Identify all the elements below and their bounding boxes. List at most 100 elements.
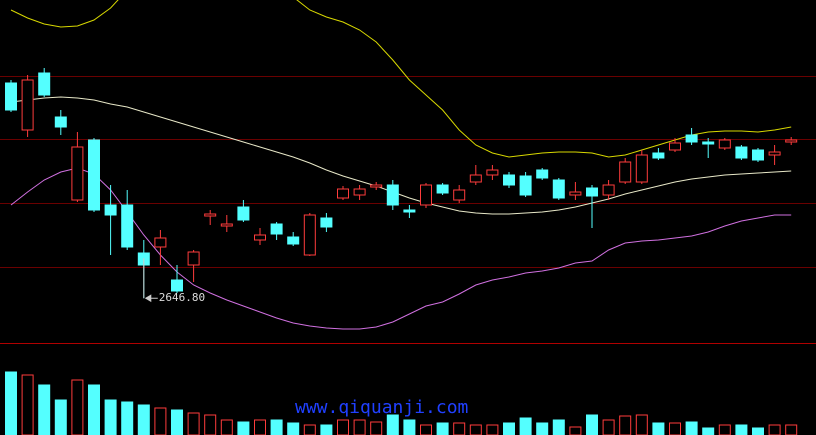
candle-body bbox=[104, 204, 117, 216]
candle-body bbox=[287, 236, 300, 245]
candle-body bbox=[303, 214, 316, 256]
volume-bar bbox=[104, 399, 117, 435]
volume-bar bbox=[669, 422, 681, 435]
volume-bar bbox=[685, 421, 698, 435]
volume-bar bbox=[403, 419, 416, 435]
candle-body bbox=[403, 209, 416, 213]
candle-body bbox=[586, 187, 598, 197]
low-label: 2646.80 bbox=[159, 291, 205, 304]
volume-bar bbox=[370, 421, 383, 435]
candle-body bbox=[5, 82, 17, 111]
candle-body bbox=[386, 184, 399, 206]
volume-bar bbox=[586, 414, 598, 435]
volume-bar bbox=[503, 422, 515, 435]
volume-bar bbox=[187, 412, 200, 435]
candle-body bbox=[254, 234, 266, 241]
volume-bar bbox=[154, 407, 167, 435]
candle-body bbox=[718, 139, 731, 149]
volume-bar bbox=[270, 419, 283, 435]
candle-body bbox=[220, 223, 233, 227]
candle-body bbox=[569, 191, 582, 196]
candle-body bbox=[154, 237, 167, 248]
volume-bar bbox=[718, 424, 731, 435]
candle-body bbox=[669, 142, 681, 151]
candle-body bbox=[436, 184, 449, 194]
candle-body bbox=[552, 179, 565, 199]
volume-bar bbox=[436, 422, 449, 435]
candle-body bbox=[702, 141, 715, 145]
candle-body bbox=[785, 139, 798, 143]
price-panel: 2646.80 bbox=[5, 0, 798, 330]
volume-bar bbox=[171, 409, 183, 435]
volume-bar bbox=[386, 414, 399, 435]
volume-bar bbox=[303, 424, 316, 435]
candle-body bbox=[486, 169, 499, 176]
candle-body bbox=[420, 184, 432, 206]
volume-bar bbox=[353, 419, 366, 435]
volume-bar bbox=[469, 424, 482, 435]
volume-bar bbox=[21, 374, 34, 435]
candle-body bbox=[121, 204, 134, 248]
candle-body bbox=[337, 188, 349, 199]
candle-body bbox=[652, 152, 665, 159]
volume-bar bbox=[38, 384, 51, 435]
volume-bar bbox=[619, 415, 632, 435]
candle-body bbox=[204, 213, 217, 217]
volume-bar bbox=[320, 424, 333, 435]
volume-bar bbox=[287, 422, 300, 435]
candle-body bbox=[353, 188, 366, 196]
candle-body bbox=[88, 139, 100, 211]
volume-bar bbox=[552, 419, 565, 435]
volume-bar bbox=[254, 419, 266, 435]
volume-bar bbox=[536, 422, 549, 435]
volume-bar bbox=[735, 424, 748, 435]
candle-body bbox=[187, 251, 200, 266]
candle-body bbox=[71, 146, 84, 201]
low-arrow bbox=[144, 294, 158, 303]
grid bbox=[0, 76, 816, 344]
candle-body bbox=[768, 151, 781, 156]
volume-bar bbox=[602, 419, 615, 435]
volume-bar bbox=[337, 419, 349, 435]
candle-body bbox=[270, 223, 283, 235]
candle-body bbox=[320, 217, 333, 228]
volume-bar bbox=[237, 421, 250, 435]
volume-bar bbox=[54, 399, 67, 435]
candle-body bbox=[38, 72, 51, 96]
volume-bar bbox=[88, 384, 100, 435]
volume-bar bbox=[5, 371, 17, 435]
candle-body bbox=[453, 189, 466, 201]
band-line bbox=[10, 0, 792, 158]
band-line bbox=[10, 167, 792, 330]
volume-bar bbox=[635, 414, 648, 435]
volume-bar bbox=[121, 401, 134, 435]
candle-body bbox=[54, 116, 67, 128]
candle-body bbox=[602, 184, 615, 196]
volume-bar bbox=[702, 427, 715, 435]
volume-bar bbox=[420, 424, 432, 435]
volume-bar bbox=[768, 424, 781, 435]
candle-body bbox=[503, 174, 515, 186]
candle-body bbox=[469, 174, 482, 183]
volume-bar bbox=[220, 419, 233, 435]
candle-body bbox=[735, 146, 748, 159]
volume-panel bbox=[5, 371, 798, 435]
volume-bar bbox=[204, 414, 217, 435]
candle-body bbox=[685, 134, 698, 143]
volume-bar bbox=[453, 422, 466, 435]
candle-body bbox=[619, 161, 632, 183]
candle-body bbox=[752, 149, 764, 161]
candle-body bbox=[171, 279, 183, 292]
volume-bar bbox=[785, 424, 798, 435]
volume-bar bbox=[752, 427, 764, 435]
volume-bar bbox=[71, 379, 84, 435]
volume-bar bbox=[569, 426, 582, 435]
volume-bar bbox=[652, 422, 665, 435]
volume-bar bbox=[519, 417, 532, 435]
candle-body bbox=[635, 154, 648, 183]
volume-bar bbox=[137, 404, 150, 435]
candle-body bbox=[21, 79, 34, 131]
candle-body bbox=[519, 175, 532, 196]
